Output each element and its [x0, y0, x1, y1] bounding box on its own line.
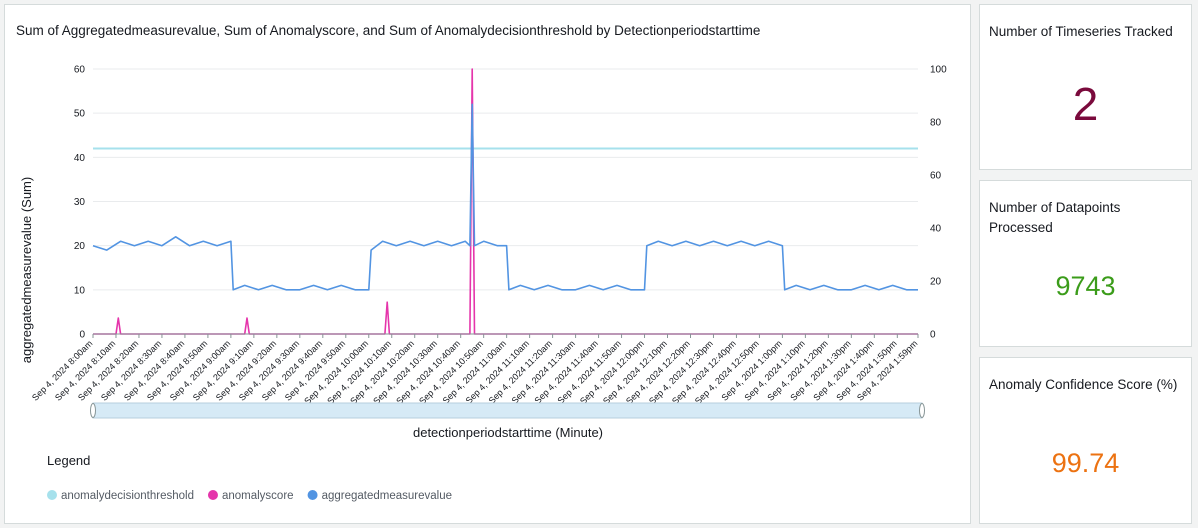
kpi-value: 2 [1072, 78, 1099, 130]
legend-item-aggregatedmeasurevalue[interactable]: aggregatedmeasurevalue [307, 490, 452, 502]
y-tick-label: 30 [74, 197, 86, 208]
y-tick-label: 50 [74, 109, 86, 120]
scrollbar-right-handle[interactable] [919, 403, 925, 418]
scrollbar[interactable] [90, 402, 925, 419]
legend-swatch [47, 490, 57, 500]
y-tick-label: 40 [74, 153, 86, 164]
x-axis-title: detectionperiodstarttime (Minute) [413, 425, 603, 440]
kpi-datapoints-processed[interactable]: Number of Datapoints Processed 9743 [979, 180, 1192, 347]
legend-label: anomalyscore [222, 490, 294, 502]
y-tick-label: 0 [79, 330, 85, 341]
legend-label: aggregatedmeasurevalue [322, 490, 452, 502]
y-tick-label: 10 [74, 285, 86, 296]
series-line-aggregatedmeasurevalue [92, 103, 918, 291]
scrollbar-left-handle[interactable] [90, 403, 96, 418]
y-tick-label: 60 [74, 65, 86, 76]
kpi-title: Number of Timeseries Tracked [989, 24, 1173, 39]
kpi-anomaly-confidence[interactable]: Anomaly Confidence Score (%) 99.74 [979, 357, 1192, 524]
y2-tick-label: 100 [930, 65, 947, 76]
kpi-timeseries-tracked[interactable]: Number of Timeseries Tracked 2 [979, 4, 1192, 170]
legend-swatch [207, 490, 218, 500]
legend-label: anomalydecisionthreshold [61, 490, 194, 502]
kpi-title: Number of Datapoints Processed [989, 200, 1121, 235]
legend-swatch [307, 490, 318, 500]
y-axis-title: aggregatedmeasurevalue (Sum) [19, 177, 34, 363]
chart-title: Sum of Aggregatedmeasurevalue, Sum of An… [16, 23, 761, 38]
kpi-value: 9743 [1055, 271, 1116, 301]
legend-item-anomalyscore[interactable]: anomalyscore [207, 490, 294, 502]
y2-tick-label: 0 [930, 330, 936, 341]
y2-tick-label: 60 [930, 171, 942, 182]
kpi-value: 99.74 [1051, 448, 1120, 478]
chart-card: Sum of Aggregatedmeasurevalue, Sum of An… [4, 4, 971, 524]
legend-title: Legend [47, 453, 90, 468]
scrollbar-track[interactable] [92, 402, 923, 419]
y2-tick-label: 40 [930, 224, 942, 235]
legend[interactable]: anomalydecisionthreshold anomalyscore aggr… [47, 490, 452, 502]
y-tick-label: 20 [74, 241, 86, 252]
y2-tick-label: 20 [930, 277, 942, 288]
kpi-title: Anomaly Confidence Score (%) [989, 377, 1178, 392]
y2-tick-label: 80 [930, 118, 942, 129]
gridlines [93, 68, 918, 291]
legend-item-anomalydecisionthreshold[interactable]: anomalydecisionthreshold [47, 490, 194, 502]
